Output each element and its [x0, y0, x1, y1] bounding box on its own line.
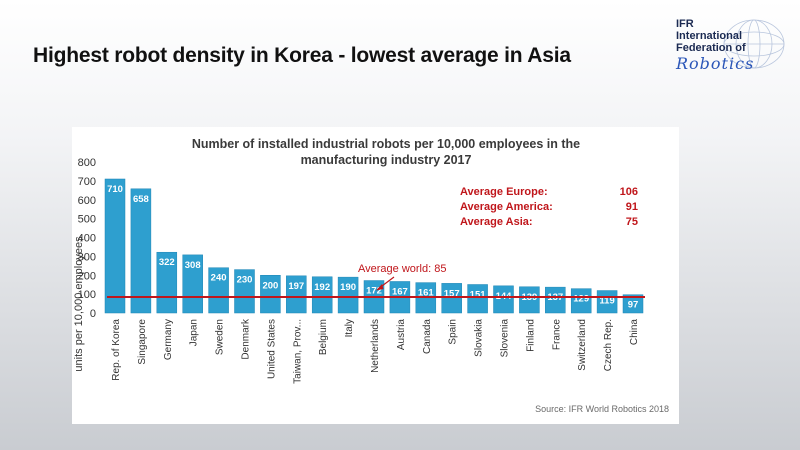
logo-text-international: International — [676, 30, 743, 42]
bar — [545, 286, 566, 314]
bar — [467, 284, 488, 314]
bar — [104, 178, 126, 314]
logo-text-robotics: Robotics — [676, 54, 755, 73]
arrow-head-icon — [376, 284, 384, 291]
bar — [182, 254, 203, 314]
y-tick-label: 300 — [78, 251, 96, 263]
bar-value-label: 308 — [185, 260, 201, 271]
bar — [234, 269, 255, 314]
bar-value-label: 151 — [470, 289, 487, 300]
bar-value-label: 157 — [444, 288, 460, 299]
bar — [130, 188, 152, 314]
bar-value-label: 658 — [133, 194, 149, 205]
bar — [493, 285, 514, 314]
logo-text-federation: Federation of — [676, 42, 746, 54]
y-tick-label: 700 — [78, 176, 96, 188]
chart-title-line1: Number of installed industrial robots pe… — [192, 137, 580, 151]
category-label: Singapore — [137, 319, 148, 365]
bar — [286, 275, 307, 314]
y-tick-label: 600 — [78, 195, 96, 207]
category-label: United States — [266, 319, 277, 379]
category-label: France — [551, 319, 562, 351]
bar — [622, 294, 644, 314]
bar-value-label: 240 — [211, 273, 227, 284]
category-label: Slovakia — [474, 319, 485, 357]
bar-value-label: 129 — [573, 294, 589, 305]
bar-value-label: 322 — [159, 257, 175, 268]
ifr-logo: IFR International Federation of Robotics — [676, 18, 788, 78]
regional-average-name: Average Europe: — [460, 186, 548, 198]
category-label: Switzerland — [577, 319, 588, 371]
average-world-label: Average world: 85 — [358, 263, 446, 275]
bar-value-label: 710 — [107, 184, 123, 195]
bar-value-label: 119 — [599, 296, 614, 307]
bar-value-label: 97 — [628, 300, 639, 311]
bar-value-label: 172 — [366, 286, 382, 297]
category-label: Spain — [448, 319, 459, 345]
bar — [311, 276, 333, 314]
category-label: Denmark — [241, 318, 252, 360]
category-label: Austria — [396, 319, 407, 351]
category-label: Slovenia — [500, 319, 511, 358]
bar-value-label: 167 — [392, 286, 408, 297]
category-label: Rep. of Korea — [111, 319, 122, 381]
bar — [570, 288, 592, 314]
y-tick-label: 100 — [78, 289, 96, 301]
regional-average-name: Average America: — [460, 201, 553, 213]
bar-value-label: 197 — [288, 281, 304, 292]
bar-value-label: 200 — [262, 280, 278, 291]
y-tick-label: 800 — [78, 157, 96, 169]
globe-icon — [723, 19, 785, 69]
slide-title: Highest robot density in Korea - lowest … — [33, 44, 571, 67]
category-label: Italy — [344, 319, 355, 337]
regional-average-value: 75 — [626, 216, 638, 228]
robot-density-chart: Number of installed industrial robots pe… — [73, 137, 669, 414]
bar — [208, 267, 229, 314]
category-label: China — [629, 319, 640, 346]
bar — [260, 275, 281, 314]
source-note: Source: IFR World Robotics 2018 — [535, 404, 669, 414]
chart-title-line2: manufacturing industry 2017 — [301, 153, 472, 167]
bar-value-label: 161 — [418, 288, 435, 299]
bar — [519, 286, 540, 314]
bar-value-label: 230 — [237, 275, 253, 286]
y-tick-label: 500 — [78, 214, 96, 226]
regional-average-name: Average Asia: — [460, 216, 533, 228]
logo-text-ifr: IFR — [676, 18, 694, 30]
bar — [441, 283, 462, 314]
bar-value-label: 190 — [340, 282, 356, 293]
category-label: Sweden — [215, 319, 226, 355]
category-label: Taiwan, Prov... — [292, 319, 303, 384]
y-tick-label: 0 — [90, 308, 96, 320]
regional-average-value: 91 — [626, 201, 638, 213]
category-label: Netherlands — [370, 319, 381, 373]
category-label: Canada — [422, 319, 433, 354]
category-label: Finland — [525, 319, 536, 352]
bar — [337, 276, 359, 314]
y-axis-label: units per 10,000 employees — [73, 236, 85, 372]
y-tick-label: 400 — [78, 233, 96, 245]
category-label: Czech Rep. — [603, 319, 614, 371]
bar-value-label: 192 — [314, 282, 330, 293]
category-label: Japan — [189, 319, 200, 346]
category-label: Germany — [163, 319, 174, 360]
regional-average-value: 106 — [620, 186, 638, 198]
category-label: Belgium — [318, 319, 329, 355]
y-tick-label: 200 — [78, 270, 96, 282]
